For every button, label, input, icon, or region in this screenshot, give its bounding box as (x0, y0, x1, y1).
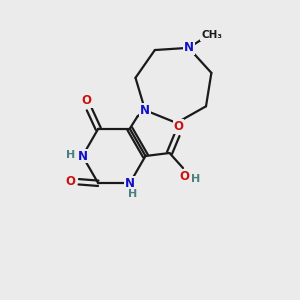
Text: N: N (77, 149, 88, 163)
Text: O: O (82, 94, 92, 107)
Text: N: N (140, 104, 150, 117)
Text: N: N (125, 177, 135, 190)
Text: O: O (173, 120, 184, 133)
Text: O: O (65, 175, 75, 188)
Text: H: H (128, 189, 137, 199)
Text: N: N (184, 41, 194, 54)
Text: CH₃: CH₃ (201, 30, 222, 40)
Text: H: H (67, 149, 76, 160)
Text: O: O (179, 170, 189, 184)
Text: H: H (191, 174, 200, 184)
